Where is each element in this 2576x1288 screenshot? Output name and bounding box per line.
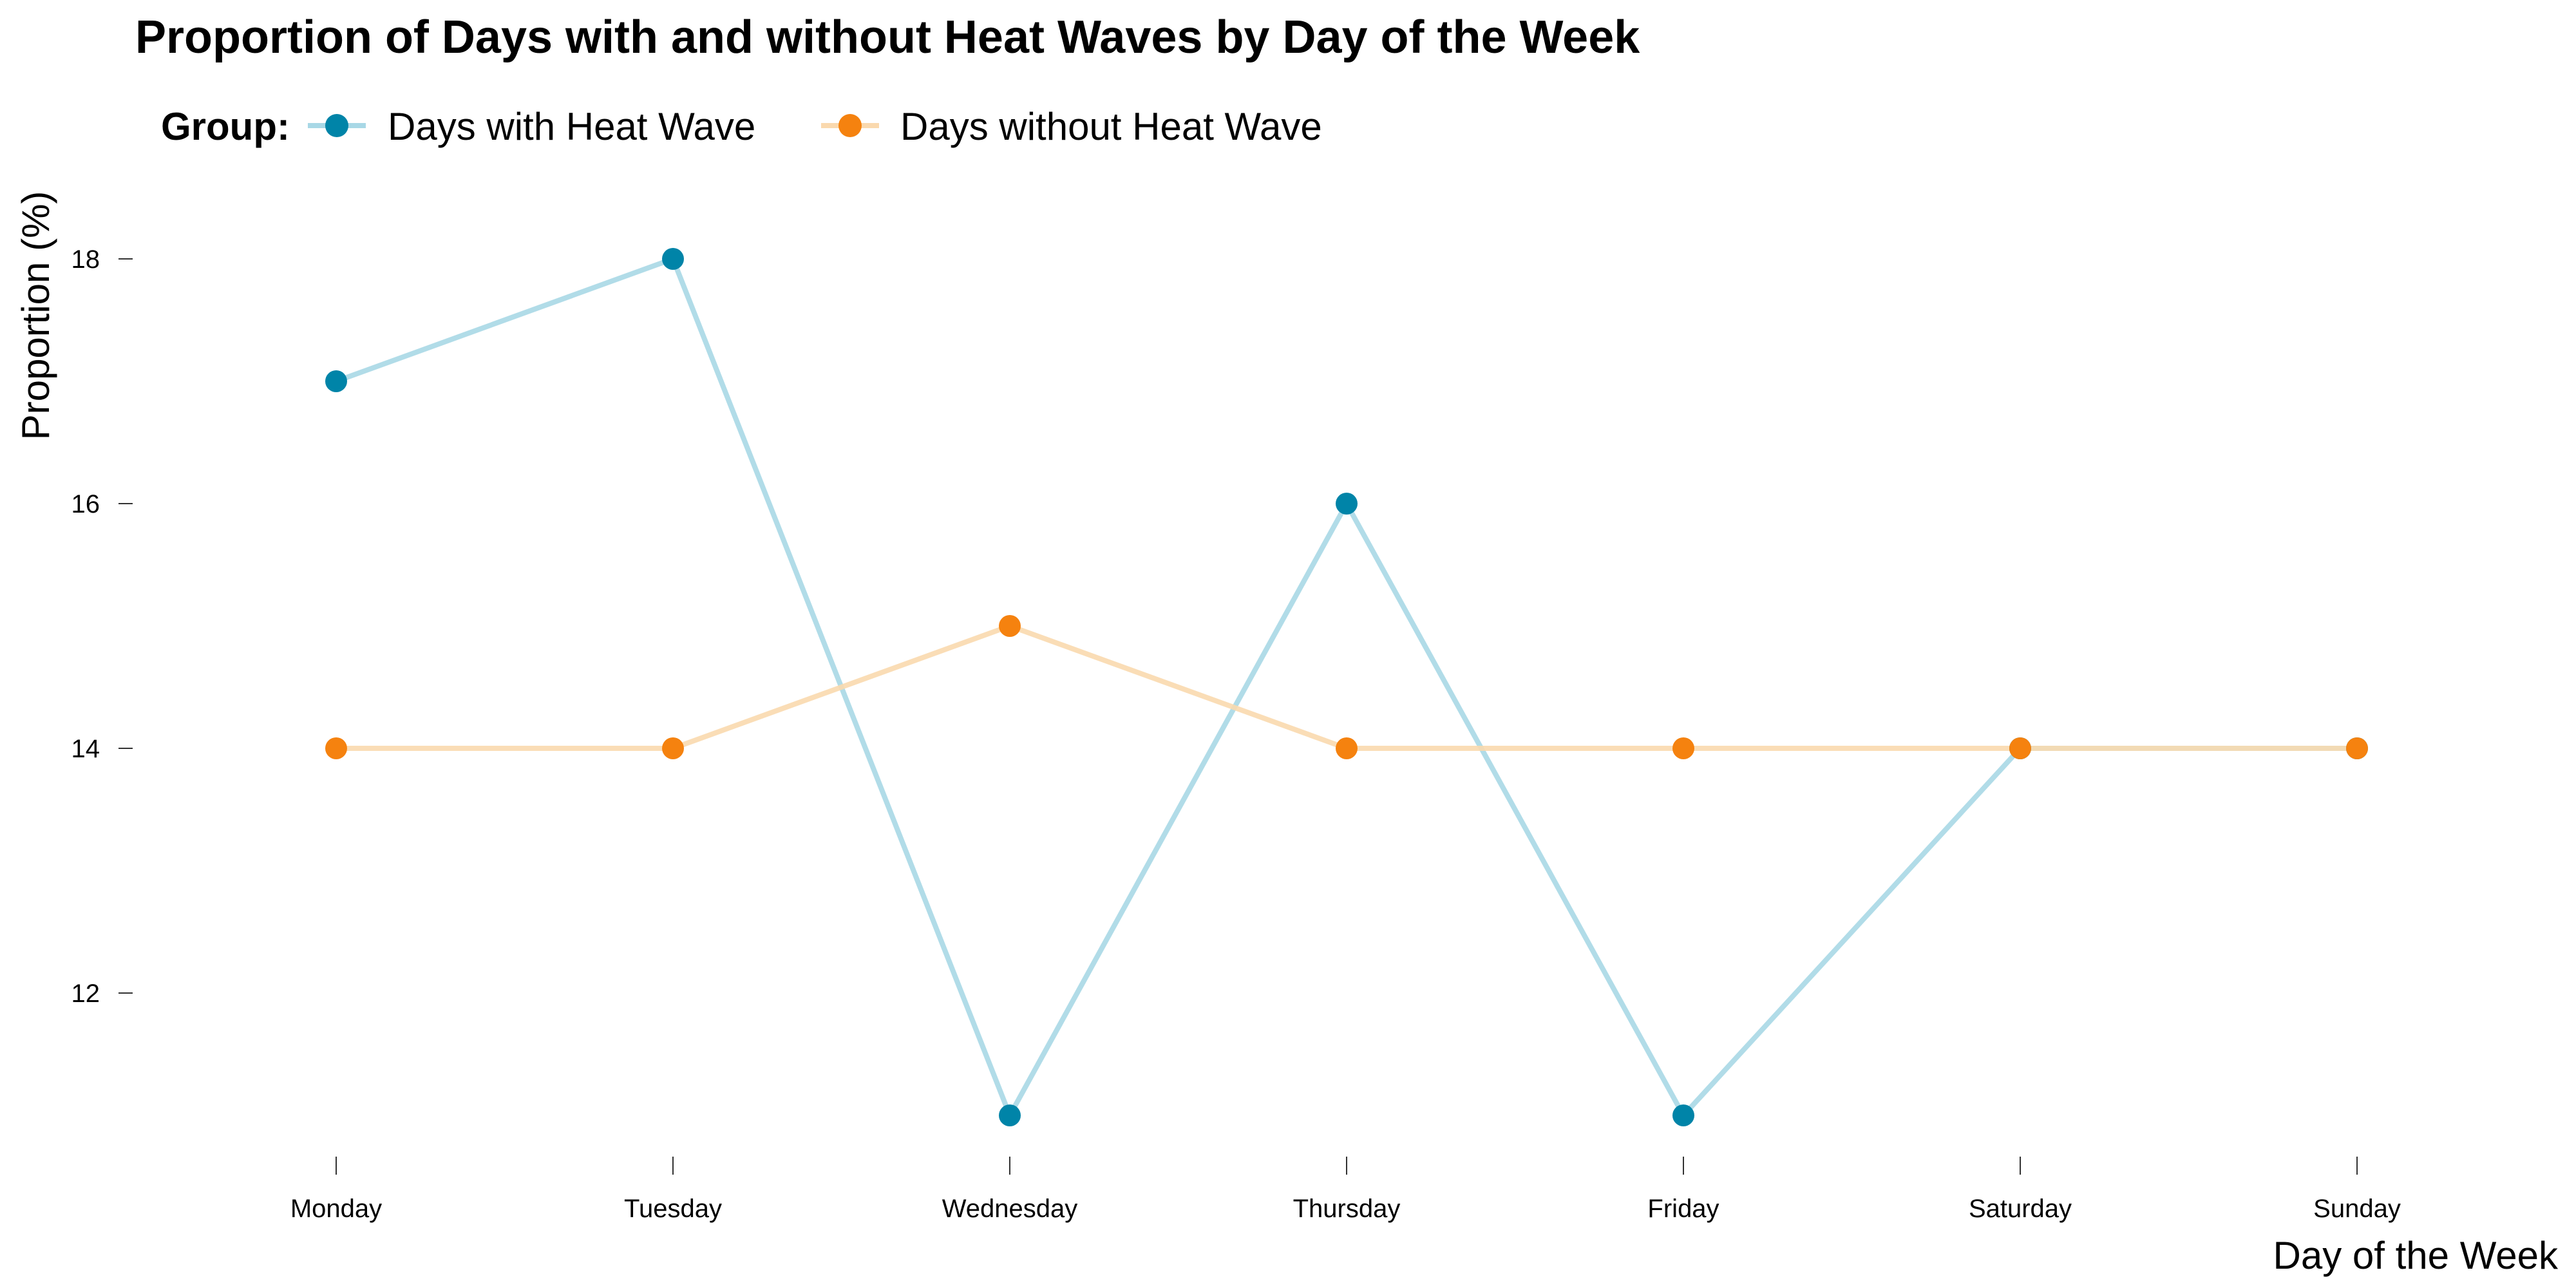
x-axis-title: Day of the Week xyxy=(2273,1234,2559,1277)
x-axis: Monday Tuesday Wednesday Thursday Friday Satu… xyxy=(290,1157,2401,1223)
data-point xyxy=(999,615,1021,637)
y-axis-title: Proportion (%) xyxy=(14,191,57,440)
data-point xyxy=(325,737,347,759)
x-tick-label: Wednesday xyxy=(942,1195,1078,1223)
legend-entry-with-heat-wave: Days with Heat Wave xyxy=(308,105,755,148)
x-tick-label: Thursday xyxy=(1293,1195,1401,1223)
x-tick-label: Sunday xyxy=(2313,1195,2401,1223)
data-point xyxy=(1336,737,1358,759)
x-tick-label: Tuesday xyxy=(624,1195,722,1223)
x-tick-label: Monday xyxy=(290,1195,382,1223)
legend-title: Group: xyxy=(161,105,290,148)
data-point xyxy=(1672,1104,1694,1126)
data-point xyxy=(325,370,347,392)
series-line xyxy=(334,256,2360,1118)
data-point xyxy=(2346,737,2368,759)
series-layer xyxy=(325,248,2368,1126)
x-tick-label: Saturday xyxy=(1969,1195,2072,1223)
data-point xyxy=(1672,737,1694,759)
data-point xyxy=(2009,737,2031,759)
data-point xyxy=(662,248,684,270)
y-tick-label: 14 xyxy=(71,735,100,763)
legend: Group: Days with Heat Wave Days without … xyxy=(161,105,1322,148)
y-tick-label: 16 xyxy=(71,490,100,518)
data-point xyxy=(662,737,684,759)
data-point xyxy=(1336,493,1358,515)
chart-title: Proportion of Days with and without Heat… xyxy=(135,12,1640,63)
legend-label-with-heat-wave: Days with Heat Wave xyxy=(388,105,755,148)
legend-label-without-heat-wave: Days without Heat Wave xyxy=(900,105,1322,148)
legend-entry-without-heat-wave: Days without Heat Wave xyxy=(821,105,1322,148)
y-tick-label: 18 xyxy=(71,245,100,274)
legend-marker-with-heat-wave xyxy=(325,114,348,137)
data-point xyxy=(999,1104,1021,1126)
series-line xyxy=(334,623,2360,751)
legend-marker-without-heat-wave xyxy=(838,114,862,137)
y-tick-label: 12 xyxy=(71,980,100,1008)
y-axis: 12 14 16 18 xyxy=(71,245,133,1008)
x-tick-label: Friday xyxy=(1647,1195,1719,1223)
